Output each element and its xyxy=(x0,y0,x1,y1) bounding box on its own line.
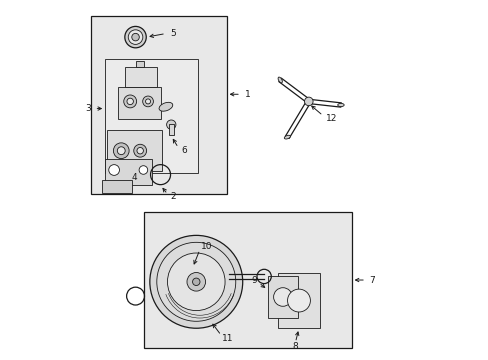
Circle shape xyxy=(113,143,129,158)
Text: 3: 3 xyxy=(85,104,91,113)
Circle shape xyxy=(124,26,146,48)
Bar xyxy=(102,180,132,193)
Circle shape xyxy=(287,289,310,312)
Circle shape xyxy=(273,288,292,306)
Text: 9: 9 xyxy=(251,276,257,285)
Circle shape xyxy=(304,97,312,106)
Circle shape xyxy=(142,96,153,107)
Bar xyxy=(135,61,144,67)
Text: 7: 7 xyxy=(369,275,374,284)
Text: 5: 5 xyxy=(169,29,175,38)
Circle shape xyxy=(137,148,143,154)
Bar xyxy=(91,16,226,194)
Bar xyxy=(105,59,198,173)
Bar xyxy=(124,67,157,87)
Text: 1: 1 xyxy=(244,90,250,99)
Circle shape xyxy=(123,95,136,108)
Circle shape xyxy=(157,242,235,321)
Circle shape xyxy=(167,253,224,311)
Text: 4: 4 xyxy=(132,173,137,182)
Circle shape xyxy=(128,30,142,44)
Ellipse shape xyxy=(159,102,172,111)
Bar xyxy=(278,273,319,328)
Ellipse shape xyxy=(278,77,282,83)
Text: 2: 2 xyxy=(170,192,176,201)
Text: 10: 10 xyxy=(200,242,212,251)
Circle shape xyxy=(132,33,139,41)
Bar xyxy=(107,130,162,171)
Circle shape xyxy=(166,120,176,129)
Text: 6: 6 xyxy=(181,146,186,155)
Bar xyxy=(144,212,351,348)
Bar xyxy=(168,124,173,135)
Circle shape xyxy=(108,165,119,175)
Circle shape xyxy=(149,235,242,328)
Circle shape xyxy=(134,144,146,157)
Bar xyxy=(105,158,151,185)
Text: 8: 8 xyxy=(292,342,298,351)
Ellipse shape xyxy=(284,135,290,139)
Bar xyxy=(118,87,160,119)
Circle shape xyxy=(186,273,205,291)
Circle shape xyxy=(139,166,147,174)
Circle shape xyxy=(117,147,125,155)
Circle shape xyxy=(127,98,133,105)
Circle shape xyxy=(192,278,200,285)
Text: 12: 12 xyxy=(325,114,336,123)
Bar xyxy=(267,276,298,318)
Text: 11: 11 xyxy=(222,334,233,343)
Ellipse shape xyxy=(337,103,344,107)
Circle shape xyxy=(145,99,150,104)
